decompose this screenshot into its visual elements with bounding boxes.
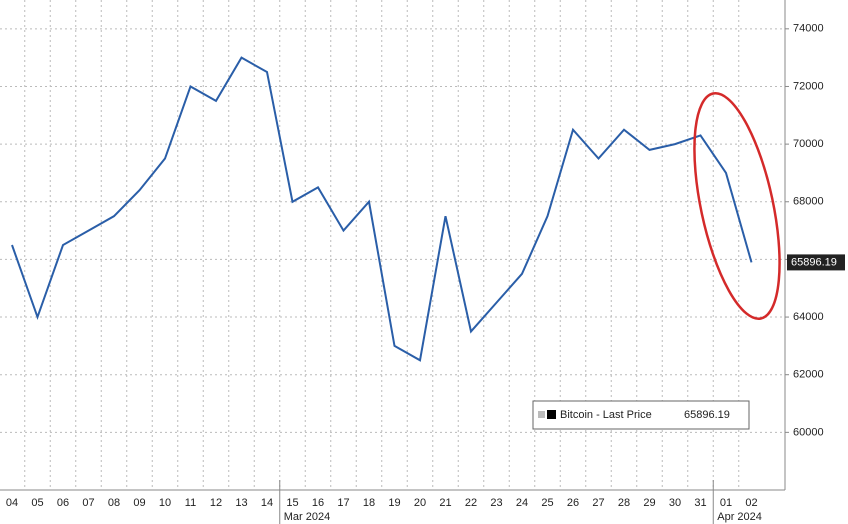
x-tick-label: 24	[516, 497, 528, 509]
x-tick-label: 17	[337, 497, 349, 509]
x-tick-label: 02	[745, 497, 757, 509]
x-tick-label: 28	[618, 497, 630, 509]
x-tick-label: 22	[465, 497, 477, 509]
legend-swatch	[538, 411, 545, 418]
legend-box	[532, 400, 750, 430]
x-tick-label: 12	[210, 497, 222, 509]
x-tick-label: 08	[108, 497, 120, 509]
y-tick-label: 72000	[793, 80, 824, 92]
x-tick-label: 23	[490, 497, 502, 509]
x-tick-label: 04	[6, 497, 18, 509]
legend-value: 65896.19	[684, 409, 730, 421]
x-tick-label: 10	[159, 497, 171, 509]
y-tick-label: 74000	[793, 23, 824, 35]
grid	[0, 0, 785, 490]
x-tick-label: 11	[185, 497, 196, 509]
x-tick-label: 21	[439, 497, 451, 509]
y-tick-label: 60000	[793, 426, 824, 438]
legend: Bitcoin - Last Price 65896.19	[532, 400, 750, 430]
x-tick-label: 13	[235, 497, 247, 509]
last-price-box	[787, 254, 845, 271]
x-tick-label: 27	[592, 497, 604, 509]
x-tick-label: 16	[312, 497, 324, 509]
x-tick-label: 25	[541, 497, 553, 509]
x-tick-label: 18	[363, 497, 375, 509]
plot	[11, 56, 753, 362]
highlight-ellipse	[693, 92, 781, 320]
x-tick-label: 05	[31, 497, 43, 509]
x-tick-label: 14	[261, 497, 273, 509]
y-tick-label: 64000	[793, 311, 824, 323]
x-tick-label: 15	[286, 497, 298, 509]
y-tick-label: 70000	[793, 138, 824, 150]
price-line	[11, 56, 753, 362]
y-tick-label: 68000	[793, 196, 824, 208]
x-tick-label: 07	[82, 497, 94, 509]
last-price-label: 65896.19	[791, 256, 837, 268]
x-tick-label: 01	[720, 497, 732, 509]
x-tick-label: 26	[567, 497, 579, 509]
y-tick-label: 62000	[793, 369, 824, 381]
x-tick-label: 29	[643, 497, 655, 509]
x-tick-label: 06	[57, 497, 69, 509]
month-label: Apr 2024	[717, 511, 762, 523]
legend-swatch	[547, 410, 556, 419]
x-tick-label: 20	[414, 497, 426, 509]
legend-label: Bitcoin - Last Price	[560, 409, 652, 421]
x-tick-label: 31	[694, 497, 706, 509]
x-tick-label: 19	[388, 497, 400, 509]
x-tick-label: 09	[133, 497, 145, 509]
month-label: Mar 2024	[284, 511, 330, 523]
x-tick-label: 30	[669, 497, 681, 509]
